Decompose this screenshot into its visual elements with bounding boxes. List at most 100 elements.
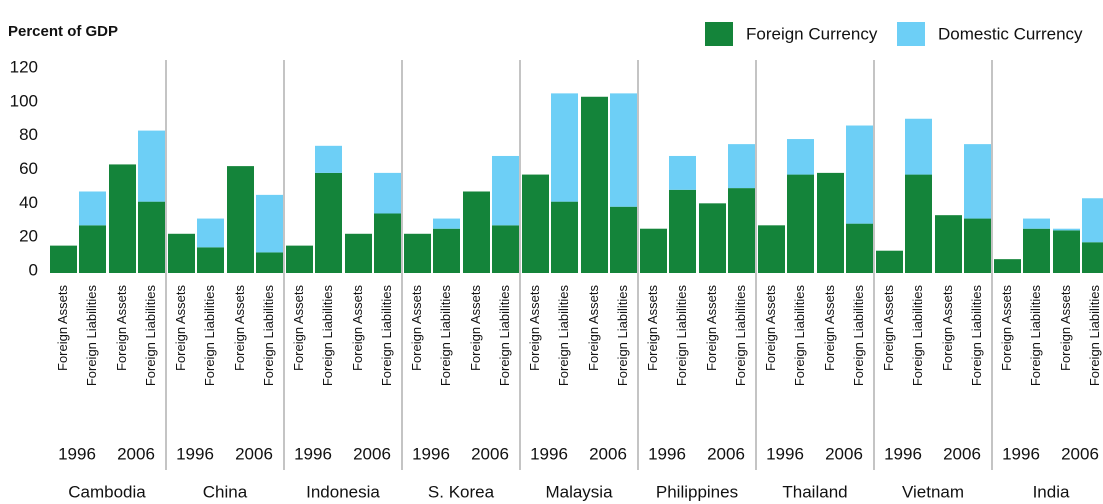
bar-segment	[315, 172, 342, 273]
bar-segment	[374, 213, 401, 273]
category-label: Foreign Assets	[645, 285, 660, 371]
bar-segment	[817, 172, 844, 273]
year-label: 1996	[294, 444, 332, 463]
category-label: Foreign Liabilities	[674, 285, 689, 387]
bar-segment	[256, 194, 283, 253]
bar-segment	[846, 125, 873, 224]
year-label: 1996	[58, 444, 96, 463]
category-label: Foreign Assets	[763, 285, 778, 371]
bar-segment	[374, 172, 401, 214]
bar-segment	[758, 225, 785, 273]
category-label: Foreign Liabilities	[1028, 285, 1043, 387]
bar-segment	[787, 174, 814, 273]
bar-segment	[404, 233, 431, 273]
bar-segment	[79, 225, 106, 273]
bar-segment	[699, 203, 726, 273]
bar-segment	[994, 259, 1021, 273]
bar-segment	[728, 144, 755, 189]
y-tick-label: 80	[19, 125, 38, 144]
category-label: Foreign Liabilities	[379, 285, 394, 387]
bar-segment	[669, 155, 696, 190]
bar-segment	[551, 93, 578, 202]
y-tick-label: 60	[19, 159, 38, 178]
category-label: Foreign Assets	[350, 285, 365, 371]
category-label: Foreign Assets	[291, 285, 306, 371]
category-label: Foreign Assets	[468, 285, 483, 371]
year-label: 2006	[235, 444, 273, 463]
bar-segment	[109, 164, 136, 273]
category-label: Foreign Assets	[173, 285, 188, 371]
year-label: 2006	[353, 444, 391, 463]
category-label: Foreign Liabilities	[733, 285, 748, 387]
country-label: Cambodia	[68, 482, 146, 501]
y-tick-label: 40	[19, 193, 38, 212]
bar-segment	[876, 250, 903, 273]
legend-swatch	[897, 22, 925, 46]
legend-label: Foreign Currency	[746, 24, 878, 43]
category-label: Foreign Assets	[114, 285, 129, 371]
category-label: Foreign Liabilities	[497, 285, 512, 387]
bar-segment	[581, 96, 608, 273]
y-tick-label: 120	[10, 57, 38, 76]
category-label: Foreign Liabilities	[556, 285, 571, 387]
year-label: 2006	[117, 444, 155, 463]
year-label: 1996	[884, 444, 922, 463]
bar-segment	[286, 245, 313, 273]
category-label: Foreign Liabilities	[792, 285, 807, 387]
bar-segment	[551, 201, 578, 273]
bar-segment	[846, 223, 873, 273]
bar-segment	[905, 174, 932, 273]
category-label: Foreign Liabilities	[261, 285, 276, 387]
country-label: S. Korea	[428, 482, 495, 501]
category-label: Foreign Assets	[822, 285, 837, 371]
category-label: Foreign Assets	[940, 285, 955, 371]
country-label: Malaysia	[545, 482, 613, 501]
bar-segment	[669, 189, 696, 273]
bar-segment	[640, 228, 667, 273]
bar-segment	[1023, 218, 1050, 229]
bar-segment	[138, 201, 165, 273]
bar-segment	[197, 247, 224, 273]
category-label: Foreign Assets	[704, 285, 719, 371]
year-label: 1996	[1002, 444, 1040, 463]
bar-segment	[610, 206, 637, 273]
year-label: 1996	[648, 444, 686, 463]
bar-segment	[964, 218, 991, 273]
country-label: Indonesia	[306, 482, 380, 501]
bar-segment	[1082, 242, 1103, 273]
year-label: 2006	[1061, 444, 1099, 463]
bar-segment	[197, 218, 224, 248]
bar-segment	[433, 218, 460, 229]
category-label: Foreign Assets	[586, 285, 601, 371]
year-label: 2006	[471, 444, 509, 463]
country-label: Vietnam	[902, 482, 964, 501]
category-label: Foreign Liabilities	[84, 285, 99, 387]
bar-segment	[138, 130, 165, 202]
bar-segment	[463, 191, 490, 273]
bar-segment	[522, 174, 549, 273]
bar-segment	[433, 228, 460, 273]
year-label: 2006	[707, 444, 745, 463]
y-tick-label: 20	[19, 227, 38, 246]
chart-title: Percent of GDP	[8, 23, 118, 40]
bar-segment	[345, 233, 372, 273]
category-label: Foreign Assets	[55, 285, 70, 371]
country-label: Thailand	[782, 482, 847, 501]
bar-segment	[227, 166, 254, 273]
year-label: 2006	[943, 444, 981, 463]
year-label: 1996	[766, 444, 804, 463]
year-label: 1996	[412, 444, 450, 463]
category-label: Foreign Assets	[1058, 285, 1073, 371]
category-label: Foreign Liabilities	[615, 285, 630, 387]
country-label: Philippines	[656, 482, 738, 501]
year-label: 2006	[825, 444, 863, 463]
category-label: Foreign Liabilities	[202, 285, 217, 387]
category-label: Foreign Liabilities	[438, 285, 453, 387]
bar-segment	[610, 93, 637, 207]
bar-segment	[728, 188, 755, 273]
category-label: Foreign Liabilities	[143, 285, 158, 387]
bar-segment	[492, 155, 519, 226]
country-label: China	[203, 482, 248, 501]
y-tick-label: 100	[10, 91, 38, 110]
